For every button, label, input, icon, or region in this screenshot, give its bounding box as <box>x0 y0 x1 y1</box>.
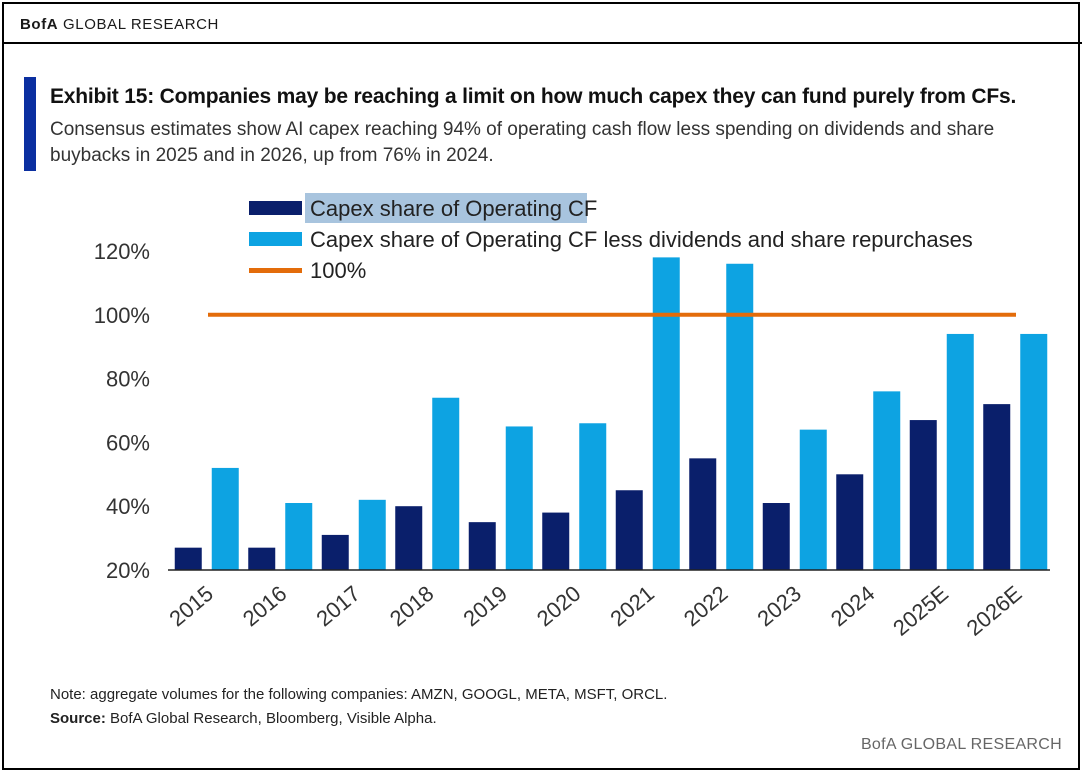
bar-cf-less-div-2023 <box>799 429 827 570</box>
bar-operating-cf-2021 <box>615 490 643 570</box>
legend-swatch-1 <box>249 201 302 215</box>
legend-swatch-ref <box>249 268 302 273</box>
x-tick-label: 2026E <box>962 581 1027 641</box>
bar-operating-cf-2017 <box>321 534 349 570</box>
footnote: Note: aggregate volumes for the followin… <box>50 686 668 703</box>
x-tick-label: 2025E <box>888 581 953 641</box>
title-accent-bar <box>24 77 36 171</box>
y-tick-label: 100% <box>94 303 150 328</box>
bar-cf-less-div-2018 <box>432 397 460 570</box>
legend-label-ref: 100% <box>310 258 366 283</box>
legend-label-2: Capex share of Operating CF less dividen… <box>310 227 973 252</box>
exhibit-subtitle: Consensus estimates show AI capex reachi… <box>50 119 995 166</box>
x-tick-label: 2015 <box>164 581 218 632</box>
bar-cf-less-div-2022 <box>726 263 754 570</box>
bar-cf-less-div-2025e <box>946 333 974 570</box>
bar-operating-cf-2024 <box>836 474 864 570</box>
x-tick-label: 2016 <box>238 581 292 632</box>
bar-operating-cf-2018 <box>395 506 423 570</box>
x-tick-label: 2019 <box>458 581 512 632</box>
bar-cf-less-div-2021 <box>652 257 680 570</box>
x-tick-label: 2018 <box>385 581 439 632</box>
y-tick-label: 20% <box>106 558 150 583</box>
x-tick-label: 2021 <box>605 581 659 632</box>
header-rule <box>2 42 1082 44</box>
bar-cf-less-div-2017 <box>358 499 386 570</box>
source-line: Source: BofA Global Research, Bloomberg,… <box>50 710 437 727</box>
header-brand: BofA GLOBAL RESEARCH <box>20 16 219 33</box>
brand-bold: BofA <box>20 16 59 33</box>
legend-highlight <box>305 193 587 223</box>
source-text: BofA Global Research, Bloomberg, Visible… <box>105 710 437 727</box>
legend-label-1: Capex share of Operating CF <box>310 196 597 221</box>
legend-swatch-2 <box>249 232 302 246</box>
y-tick-label: 80% <box>106 367 150 392</box>
bar-operating-cf-2020 <box>542 512 570 570</box>
bar-cf-less-div-2016 <box>285 503 313 570</box>
footer-brand: BofA GLOBAL RESEARCH <box>860 736 1062 753</box>
exhibit-title: Exhibit 15: Companies may be reaching a … <box>50 85 1017 108</box>
bar-operating-cf-2023 <box>762 503 790 570</box>
bar-operating-cf-2025e <box>909 420 937 570</box>
y-tick-label: 120% <box>94 239 150 264</box>
y-tick-label: 40% <box>106 494 150 519</box>
bar-cf-less-div-2024 <box>873 391 901 570</box>
source-label: Source: <box>50 710 106 727</box>
bar-cf-less-div-2019 <box>505 426 533 570</box>
bar-operating-cf-2022 <box>689 458 717 570</box>
x-tick-label: 2023 <box>752 581 806 632</box>
x-tick-label: 2020 <box>532 581 586 632</box>
bar-cf-less-div-2026e <box>1020 333 1048 570</box>
bar-cf-less-div-2020 <box>579 423 607 570</box>
bar-cf-less-div-2015 <box>211 467 239 570</box>
brand-rest: GLOBAL RESEARCH <box>58 16 219 33</box>
x-tick-label: 2024 <box>826 581 880 632</box>
y-tick-label: 60% <box>106 430 150 455</box>
bar-operating-cf-2015 <box>174 547 202 570</box>
x-tick-label: 2017 <box>311 581 365 632</box>
bar-operating-cf-2026e <box>983 404 1011 570</box>
x-tick-label: 2022 <box>679 581 733 632</box>
bar-operating-cf-2016 <box>248 547 276 570</box>
bar-operating-cf-2019 <box>468 522 496 570</box>
